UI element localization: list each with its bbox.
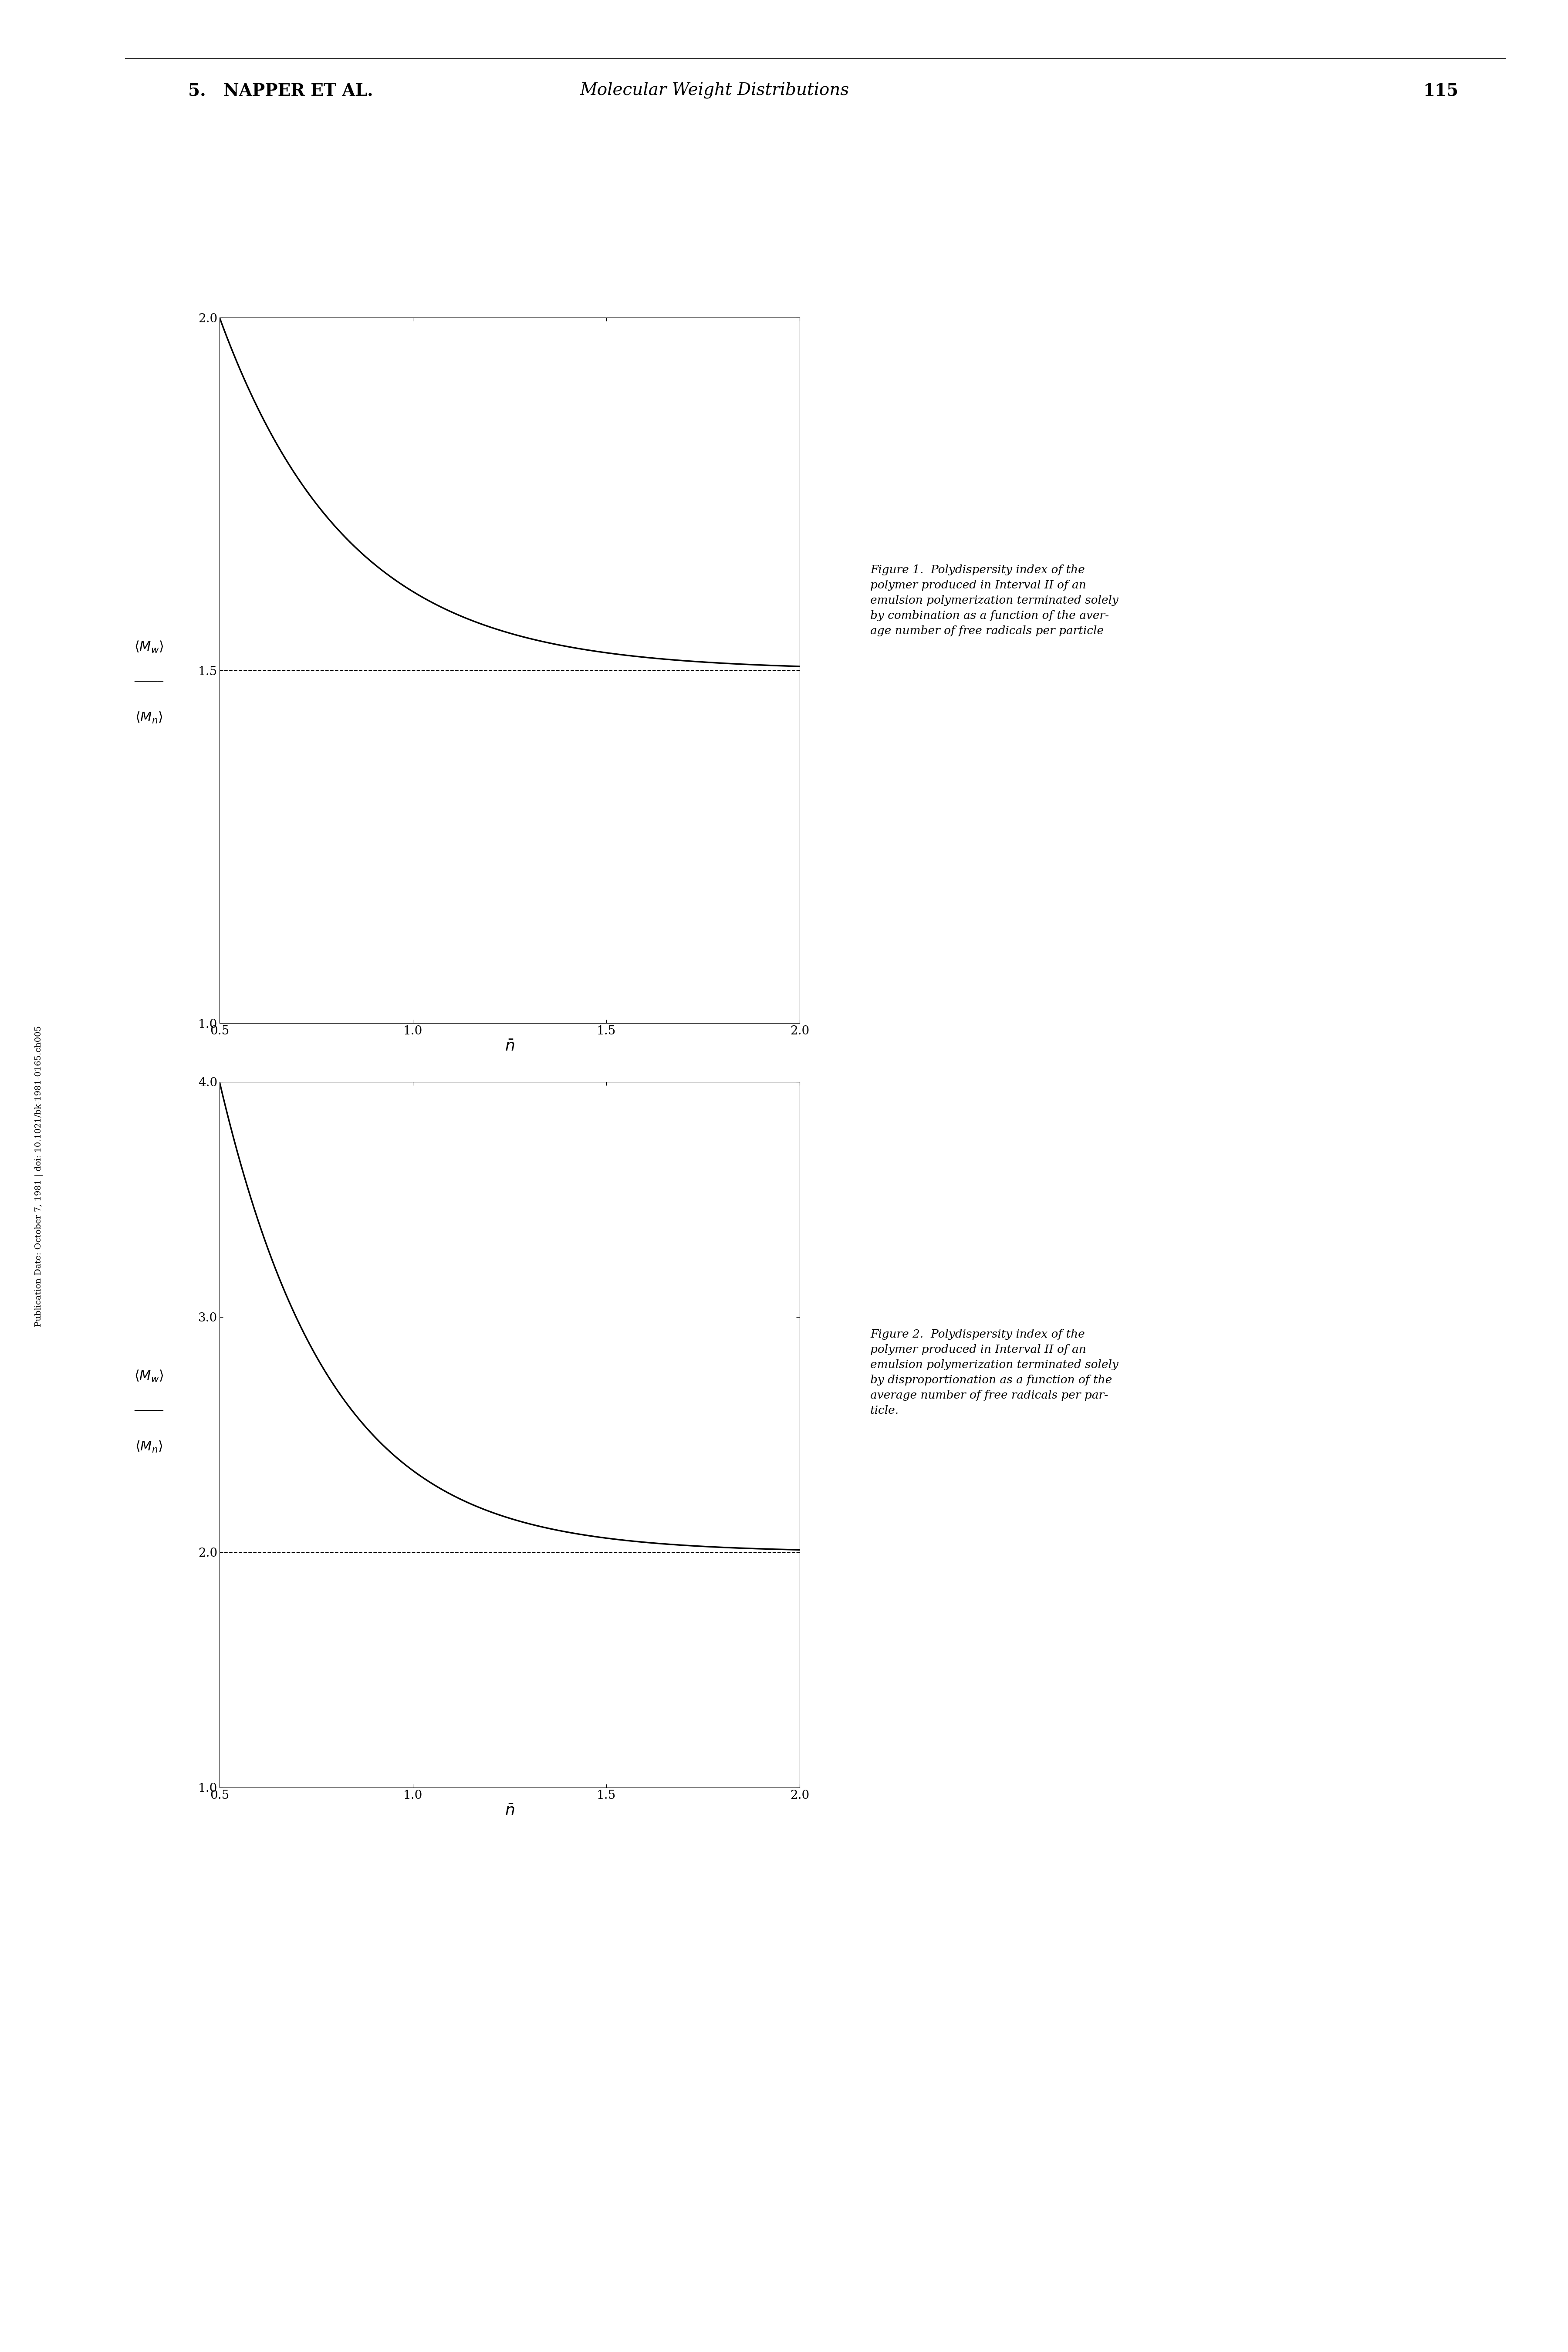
- Text: $\langle M_w \rangle$: $\langle M_w \rangle$: [135, 1369, 163, 1383]
- Text: 115: 115: [1422, 82, 1458, 99]
- Text: Figure 1.  Polydispersity index of the
polymer produced in Interval II of an
emu: Figure 1. Polydispersity index of the po…: [870, 564, 1118, 637]
- Text: $\langle M_n \rangle$: $\langle M_n \rangle$: [135, 710, 163, 724]
- X-axis label: $\bar{n}$: $\bar{n}$: [505, 1804, 514, 1818]
- X-axis label: $\bar{n}$: $\bar{n}$: [505, 1040, 514, 1054]
- Text: ─────: ─────: [135, 677, 163, 687]
- Text: Publication Date: October 7, 1981 | doi: 10.1021/bk-1981-0165.ch005: Publication Date: October 7, 1981 | doi:…: [34, 1025, 44, 1327]
- Text: $\langle M_n \rangle$: $\langle M_n \rangle$: [135, 1439, 163, 1454]
- Text: Molecular Weight Distributions: Molecular Weight Distributions: [580, 82, 850, 99]
- Text: 5.   NAPPER ET AL.: 5. NAPPER ET AL.: [188, 82, 373, 99]
- Text: ─────: ─────: [135, 1406, 163, 1416]
- Text: Figure 2.  Polydispersity index of the
polymer produced in Interval II of an
emu: Figure 2. Polydispersity index of the po…: [870, 1329, 1118, 1416]
- Text: $\langle M_w \rangle$: $\langle M_w \rangle$: [135, 640, 163, 654]
